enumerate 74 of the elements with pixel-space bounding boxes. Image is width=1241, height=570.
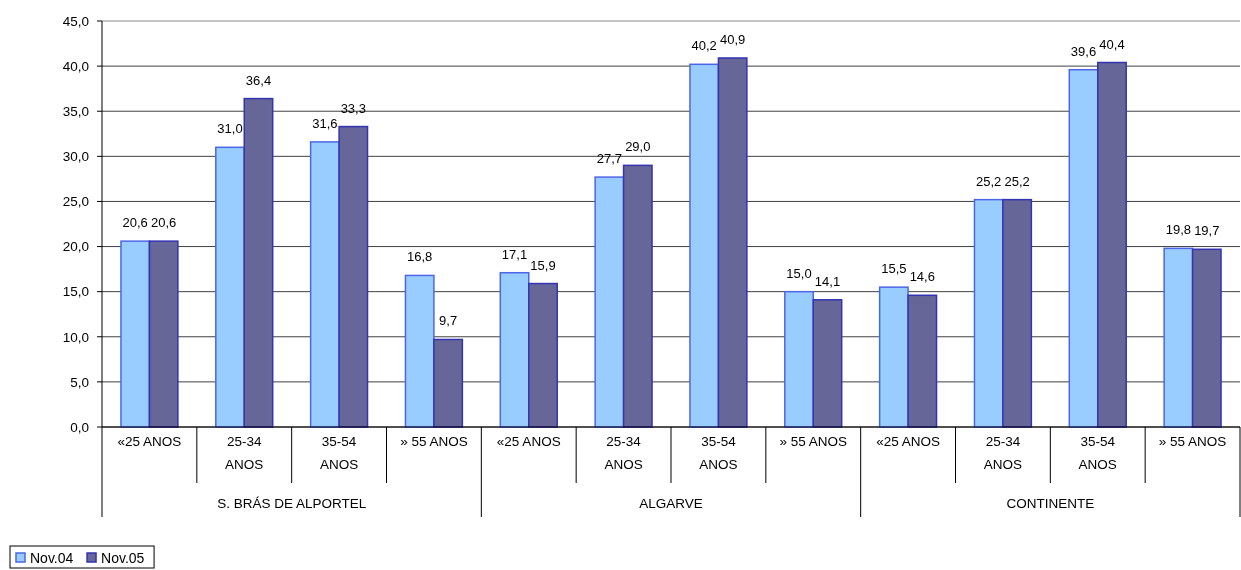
bar	[243, 97, 274, 428]
x-tick-label: 35-54 ANOS	[1078, 434, 1117, 472]
data-label: 15,9	[530, 257, 556, 273]
y-tick-label: 30,0	[62, 149, 89, 165]
data-label: 19,8	[1165, 222, 1192, 238]
y-tick-label: 25,0	[62, 194, 89, 210]
text: CONTINENTE	[1006, 496, 1095, 511]
bar	[973, 198, 1004, 428]
data-label: 14,1	[814, 273, 841, 289]
bar	[907, 294, 938, 428]
legend-label: Nov.05	[101, 549, 145, 566]
x-tick-label: 25-34 ANOS	[604, 434, 643, 472]
x-tick-label: «25 ANOS	[876, 434, 940, 449]
bar	[433, 338, 464, 428]
bar	[309, 141, 340, 428]
bar	[622, 164, 653, 428]
data-label: 29,0	[625, 139, 651, 155]
data-label: 36,4	[245, 72, 272, 88]
data-label: 25,2	[1004, 173, 1030, 189]
x-tick-label: 35-54 ANOS	[699, 434, 738, 472]
y-tick-label: 0,0	[70, 419, 89, 435]
text: ALGARVE	[639, 496, 703, 511]
data-label: 9,7	[439, 313, 458, 329]
data-label: 20,6	[122, 215, 148, 231]
x-tick-label: » 55 ANOS	[779, 434, 848, 449]
bar	[499, 271, 530, 428]
y-tick-label: 40,0	[62, 58, 89, 74]
data-label: 20,6	[150, 215, 177, 231]
data-label: 15,5	[881, 261, 907, 277]
data-label: 40,4	[1099, 36, 1125, 52]
bar	[1191, 248, 1222, 428]
data-label: 17,1	[501, 246, 528, 262]
data-label: 14,6	[909, 269, 935, 285]
data-label: 39,6	[1070, 43, 1097, 59]
y-tick-label: 35,0	[62, 103, 89, 119]
y-tick-label: 20,0	[62, 239, 89, 255]
data-label: 31,6	[312, 115, 338, 131]
data-label: 16,8	[407, 249, 433, 265]
x-tick-label: «25 ANOS	[496, 434, 561, 449]
bar	[594, 176, 625, 428]
y-tick-label: 5,0	[70, 374, 89, 390]
data-label: 31,0	[217, 121, 243, 137]
y-tick-label: 10,0	[62, 329, 89, 345]
data-label: 15,0	[786, 265, 812, 281]
text: S. BRÁS DE ALPORTEL	[217, 496, 367, 511]
bar	[148, 240, 179, 428]
x-tick-label: » 55 ANOS	[400, 434, 468, 449]
data-label: 40,2	[691, 38, 717, 54]
data-label: 40,9	[719, 31, 746, 47]
bar	[338, 125, 369, 428]
bar	[812, 299, 843, 428]
x-tick-label: 25-34 ANOS	[225, 434, 264, 472]
bar	[1068, 68, 1099, 428]
bar	[1002, 198, 1033, 428]
bar	[215, 146, 245, 428]
bar	[1097, 61, 1127, 428]
data-label: 19,7	[1194, 223, 1220, 239]
bar	[878, 286, 909, 428]
y-tick-label: 45,0	[62, 13, 89, 29]
x-tick-label: 25-34 ANOS	[983, 434, 1023, 472]
x-tick-label: 35-54 ANOS	[319, 434, 359, 472]
bar	[689, 63, 720, 428]
data-label: 25,2	[976, 173, 1002, 189]
bar	[784, 290, 814, 428]
y-tick-label: 15,0	[62, 284, 89, 300]
data-label: 33,3	[340, 100, 366, 116]
bar	[528, 282, 558, 428]
bar	[717, 57, 748, 428]
bar	[120, 240, 151, 428]
x-tick-label: «25 ANOS	[117, 434, 182, 449]
legend-label: Nov.04	[30, 549, 74, 566]
bar	[1163, 247, 1194, 428]
bar	[404, 274, 435, 428]
x-tick-label: » 55 ANOS	[1158, 434, 1227, 449]
